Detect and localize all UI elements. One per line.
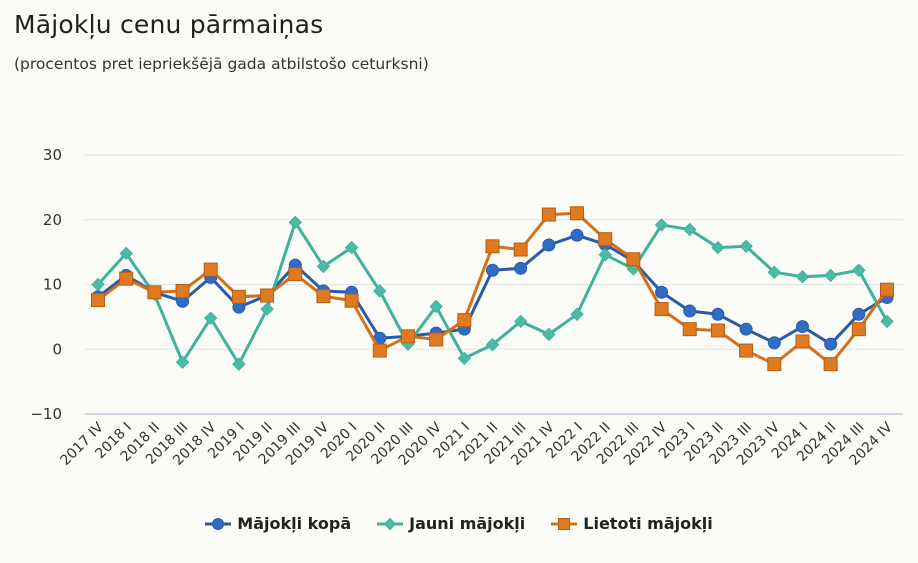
- grid-lines: [85, 154, 903, 415]
- data-point: [795, 334, 810, 349]
- data-point: [203, 262, 218, 277]
- data-point: [119, 271, 134, 286]
- data-point: [260, 302, 274, 316]
- data-point: [570, 228, 584, 242]
- y-tick-label: 20: [43, 211, 62, 229]
- data-point: [175, 283, 190, 298]
- square-marker-icon: [551, 517, 578, 530]
- data-point: [541, 207, 556, 222]
- data-point: [852, 307, 866, 321]
- data-point: [655, 285, 669, 299]
- y-tick-label: 10: [43, 276, 62, 294]
- data-point: [429, 332, 444, 347]
- data-point: [344, 240, 359, 255]
- data-point: [513, 314, 528, 329]
- legend-item-majokli-kopa[interactable]: Mājokļi kopā: [205, 514, 351, 533]
- data-point: [880, 314, 894, 329]
- y-axis: 30 20 10 0 −10: [30, 146, 62, 423]
- data-point: [147, 285, 162, 300]
- data-point: [683, 304, 697, 318]
- data-point: [400, 329, 415, 344]
- data-point: [654, 218, 669, 232]
- data-point: [316, 259, 331, 274]
- data-point: [851, 322, 866, 337]
- data-point: [119, 246, 133, 261]
- data-point: [457, 313, 472, 328]
- data-point: [570, 307, 584, 321]
- series-lietoti-m-jok-i: [91, 206, 894, 372]
- data-point: [485, 239, 500, 254]
- data-point: [91, 277, 105, 292]
- data-point: [288, 215, 302, 230]
- data-point: [372, 343, 387, 358]
- y-tick-label: 0: [52, 340, 62, 358]
- data-point: [232, 357, 246, 371]
- y-tick-label: 30: [43, 146, 62, 164]
- data-point: [542, 238, 556, 252]
- data-point: [767, 357, 782, 372]
- data-point: [710, 323, 725, 338]
- legend-label: Mājokļi kopā: [237, 514, 352, 533]
- data-point: [739, 239, 753, 254]
- data-point: [457, 351, 472, 366]
- data-point: [852, 263, 866, 277]
- data-point: [260, 288, 275, 303]
- data-point: [91, 293, 105, 308]
- data-point: [824, 337, 838, 351]
- data-point: [682, 322, 697, 337]
- data-point: [429, 299, 443, 314]
- data-point: [542, 327, 556, 342]
- series-layer: [91, 206, 894, 372]
- data-point: [570, 206, 585, 221]
- data-point: [711, 240, 725, 255]
- chart-subtitle: (procentos pret iepriekšējā gada atbilst…: [14, 55, 429, 73]
- data-point: [626, 252, 641, 267]
- data-point: [739, 322, 753, 336]
- data-point: [513, 242, 528, 257]
- data-point: [711, 307, 725, 321]
- circle-marker-icon: [205, 517, 232, 530]
- data-point: [598, 248, 612, 262]
- data-point: [514, 261, 528, 275]
- data-point: [175, 355, 190, 369]
- data-point: [795, 320, 809, 334]
- data-point: [767, 336, 781, 350]
- data-point: [598, 232, 613, 247]
- data-point: [204, 311, 218, 325]
- diamond-marker-icon: [377, 517, 404, 530]
- data-point: [288, 267, 303, 282]
- data-point: [231, 289, 246, 304]
- data-point: [316, 289, 331, 304]
- data-point: [344, 293, 359, 308]
- y-tick-label: −10: [30, 405, 62, 423]
- legend: Mājokļi kopā Jauni mājokļi Lietoti mājok…: [0, 514, 918, 533]
- data-point: [485, 338, 500, 352]
- data-point: [823, 268, 838, 283]
- legend-item-jauni-majokli[interactable]: Jauni mājokļi: [377, 514, 525, 533]
- data-point: [654, 302, 669, 317]
- legend-label: Lietoti mājokļi: [583, 514, 713, 533]
- legend-label: Jauni mājokļi: [409, 514, 526, 533]
- data-point: [823, 357, 838, 372]
- data-point: [767, 265, 781, 279]
- data-point: [795, 270, 810, 284]
- data-point: [486, 263, 499, 277]
- data-point: [683, 222, 697, 237]
- legend-item-lietoti-majokli[interactable]: Lietoti mājokļi: [551, 514, 713, 533]
- data-point: [373, 284, 387, 298]
- data-point: [739, 343, 754, 358]
- data-point: [880, 282, 894, 297]
- chart-title: Mājokļu cenu pārmaiņas: [14, 10, 324, 39]
